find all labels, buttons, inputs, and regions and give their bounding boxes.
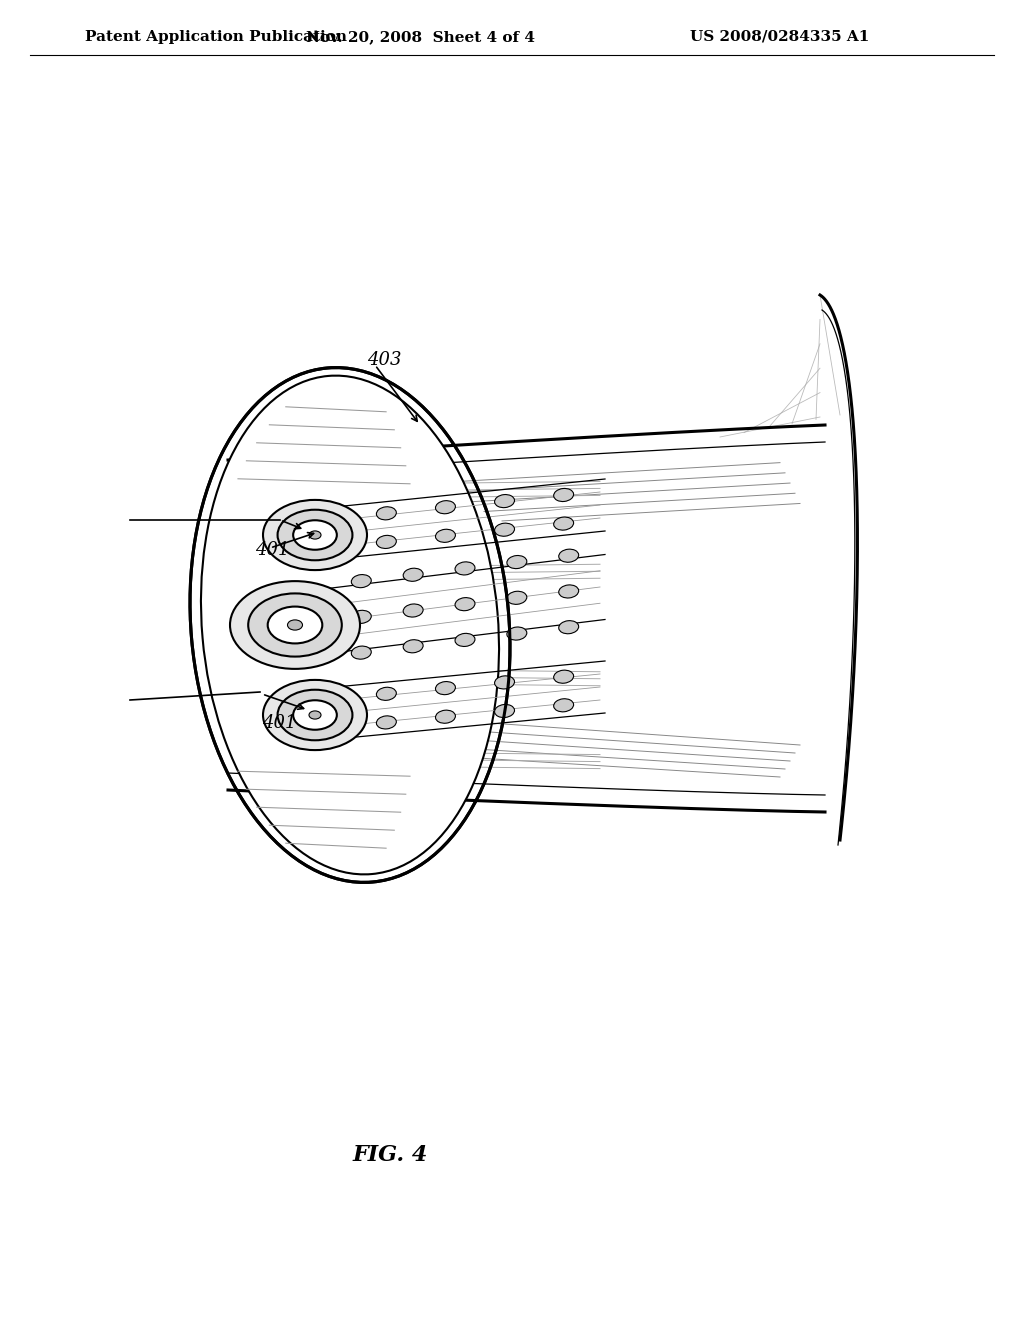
Ellipse shape (267, 607, 323, 643)
Text: Nov. 20, 2008  Sheet 4 of 4: Nov. 20, 2008 Sheet 4 of 4 (305, 30, 535, 44)
Ellipse shape (435, 710, 456, 723)
Ellipse shape (293, 520, 337, 549)
Ellipse shape (377, 507, 396, 520)
Ellipse shape (554, 488, 573, 502)
Ellipse shape (351, 610, 372, 623)
Text: Patent Application Publication: Patent Application Publication (85, 30, 347, 44)
Ellipse shape (309, 711, 321, 719)
Text: 401: 401 (262, 714, 297, 733)
Ellipse shape (403, 640, 423, 653)
Ellipse shape (495, 676, 514, 689)
Text: FIG. 4: FIG. 4 (352, 1144, 428, 1166)
Ellipse shape (559, 620, 579, 634)
Ellipse shape (309, 531, 321, 539)
Ellipse shape (435, 529, 456, 543)
Ellipse shape (507, 591, 526, 605)
Ellipse shape (554, 671, 573, 684)
Ellipse shape (495, 705, 514, 718)
Ellipse shape (507, 556, 526, 569)
Ellipse shape (351, 574, 372, 587)
Ellipse shape (263, 500, 367, 570)
Ellipse shape (403, 605, 423, 616)
Ellipse shape (455, 634, 475, 647)
Ellipse shape (495, 523, 514, 536)
Ellipse shape (230, 581, 360, 669)
Ellipse shape (554, 517, 573, 531)
Ellipse shape (435, 500, 456, 513)
Ellipse shape (554, 698, 573, 711)
Ellipse shape (263, 680, 367, 750)
Ellipse shape (278, 690, 352, 741)
Ellipse shape (507, 627, 526, 640)
Ellipse shape (377, 536, 396, 549)
Ellipse shape (559, 549, 579, 562)
Ellipse shape (293, 700, 337, 730)
Ellipse shape (288, 620, 302, 630)
Text: 403: 403 (367, 351, 401, 370)
Ellipse shape (248, 594, 342, 656)
Ellipse shape (278, 510, 352, 560)
Ellipse shape (495, 495, 514, 508)
Ellipse shape (377, 688, 396, 701)
Ellipse shape (201, 376, 499, 874)
Ellipse shape (377, 715, 396, 729)
Ellipse shape (435, 681, 456, 694)
Ellipse shape (455, 562, 475, 576)
Ellipse shape (559, 585, 579, 598)
Ellipse shape (351, 645, 372, 659)
Text: US 2008/0284335 A1: US 2008/0284335 A1 (690, 30, 869, 44)
Text: 401: 401 (255, 541, 290, 558)
Ellipse shape (455, 598, 475, 611)
Ellipse shape (403, 568, 423, 581)
